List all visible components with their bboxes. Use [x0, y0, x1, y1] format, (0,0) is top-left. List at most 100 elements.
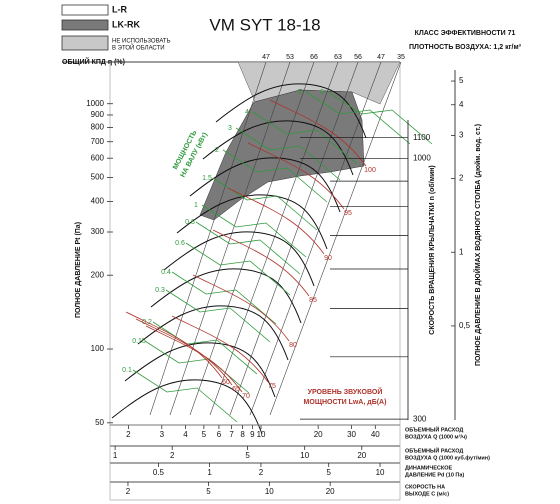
legend-label: НЕ ИСПОЛЬЗОВАТЬ: [112, 39, 171, 45]
x-axis-label: ВОЗДУХА Q (1000 м³/ч): [405, 433, 467, 440]
power-line: [252, 111, 358, 165]
sound-label: 80: [289, 342, 297, 349]
rpm-tick-label: 1100: [413, 133, 431, 142]
x-tick-label: 6: [217, 430, 222, 439]
fan-curve: [124, 342, 276, 398]
x-axis-label: ВОЗДУХА Q (1000 куб.фут/мин): [405, 454, 490, 461]
inwc-axis-label: ПОЛНОЕ ДАВЛЕНИЕ В ДЮЙМАХ ВОДЯНОГО СТОЛБА…: [473, 124, 482, 366]
x-tick-label: 9: [250, 430, 255, 439]
sound-line: [247, 142, 345, 210]
x-tick-label: 1: [207, 468, 212, 477]
sound-line: [212, 229, 310, 297]
sound-label: 100: [364, 167, 376, 174]
legend-swatch: [61, 35, 109, 51]
lk-rk-zone: [199, 89, 365, 221]
x-tick-label: 20: [314, 430, 323, 439]
sound-title: УРОВЕНЬ ЗВУКОВОЙ: [308, 387, 383, 396]
efficiency-axis-label: ОБЩИЙ КПД η (%): [62, 57, 125, 66]
power-line: [201, 204, 307, 258]
efficiency-class: КЛАСС ЭФФЕКТИВНОСТИ 71: [415, 30, 516, 37]
x-axis-label: ОБЪЕМНЫЙ РАСХОД: [405, 446, 463, 454]
power-line: [132, 369, 238, 423]
x-tick-label: 10: [376, 468, 385, 477]
x-tick-label: 8: [240, 430, 245, 439]
power-label: 0.1: [122, 367, 132, 374]
sound-line: [135, 318, 233, 386]
inwc-tick-label: 1: [459, 247, 464, 256]
inwc-tick-label: 5: [459, 76, 464, 85]
bottom-frame: [109, 424, 401, 501]
fan-curve: [137, 305, 289, 361]
x-tick-label: 30: [347, 430, 356, 439]
power-line: [235, 127, 341, 181]
x-tick-label: 40: [371, 430, 380, 439]
x-axis-label: ДИНАМИЧЕСКОЕ: [405, 465, 452, 471]
sound-label: 75: [268, 383, 276, 390]
sound-line: [192, 274, 290, 342]
efficiency-line: [209, 61, 339, 416]
x-tick-label: 2: [126, 487, 131, 496]
sound-line: [171, 315, 269, 383]
x-tick-label: 4: [183, 430, 188, 439]
pt-tick-label: 400: [91, 196, 105, 205]
power-line: [195, 221, 301, 275]
power-line: [165, 289, 271, 343]
power-line: [305, 91, 411, 145]
pt-tick-label: 300: [91, 227, 105, 236]
x-tick-label: 5: [206, 487, 211, 496]
fan-curve: [176, 194, 328, 250]
sound-label: 70: [242, 393, 250, 400]
x-tick-label: 10: [265, 487, 274, 496]
pt-tick-label: 500: [91, 173, 105, 182]
power-label: 1.5: [202, 175, 212, 182]
sound-label: 95: [344, 210, 352, 217]
legend-label: LK-RK: [112, 19, 140, 29]
sound-line: [145, 325, 243, 393]
power-label: 3: [228, 125, 232, 132]
power-label: 0.4: [161, 269, 171, 276]
fan-curve: [111, 379, 263, 435]
power-label: 0.8: [185, 219, 195, 226]
legend-swatch: [61, 4, 109, 16]
fan-curve: [163, 231, 315, 287]
pt-axis-label: ПОЛНОЕ ДАВЛЕНИЕ Pt (Па): [75, 222, 82, 318]
x-tick-label: 2: [259, 468, 264, 477]
x-tick-label: 2: [126, 430, 131, 439]
rpm-axis-label: СКОРОСТЬ ВРАЩЕНИЯ КРЫЛЬЧАТКИ n (об/мин): [428, 165, 436, 334]
sound-label: 60: [222, 379, 230, 386]
legend-label: В ЭТОЙ ОБЛАСТИ: [112, 44, 165, 52]
efficiency-line: [149, 61, 267, 416]
x-axis-label: СКОРОСТЬ НА: [405, 484, 445, 490]
inwc-tick-label: 2: [459, 174, 464, 183]
pt-tick-label: 100: [91, 344, 105, 353]
x-axis-label: ОБЪЕМНЫЙ РАСХОД: [405, 425, 463, 433]
x-tick-label: 5: [327, 468, 332, 477]
efficiency-tick-label: 56: [354, 54, 362, 61]
power-label: 5: [298, 89, 302, 96]
inwc-tick-label: 4: [459, 100, 464, 109]
x-tick-label: 0.5: [153, 468, 165, 477]
power-label: 1: [194, 202, 198, 209]
power-line: [222, 149, 328, 203]
pt-tick-label: 600: [91, 153, 105, 162]
chart-title: VM SYT 18-18: [209, 15, 320, 34]
fan-curve: [150, 268, 302, 324]
pt-tick-label: 900: [91, 110, 105, 119]
efficiency-line: [269, 61, 402, 416]
efficiency-tick-label: 63: [334, 54, 342, 61]
power-label: 4: [245, 109, 249, 116]
power-label: 2: [215, 147, 219, 154]
x-tick-label: 2: [170, 451, 175, 460]
pt-tick-label: 700: [91, 137, 105, 146]
power-line: [185, 242, 291, 296]
power-line: [171, 271, 277, 325]
legend-swatch: [61, 19, 109, 31]
power-line: [152, 321, 258, 375]
legend-label: L-R: [112, 4, 127, 14]
efficiency-tick-label: 47: [262, 54, 270, 61]
efficiency-tick-label: 35: [397, 54, 405, 61]
efficiency-tick-label: 66: [310, 54, 318, 61]
inwc-tick-label: 3: [459, 130, 464, 139]
x-tick-label: 10: [257, 430, 266, 439]
